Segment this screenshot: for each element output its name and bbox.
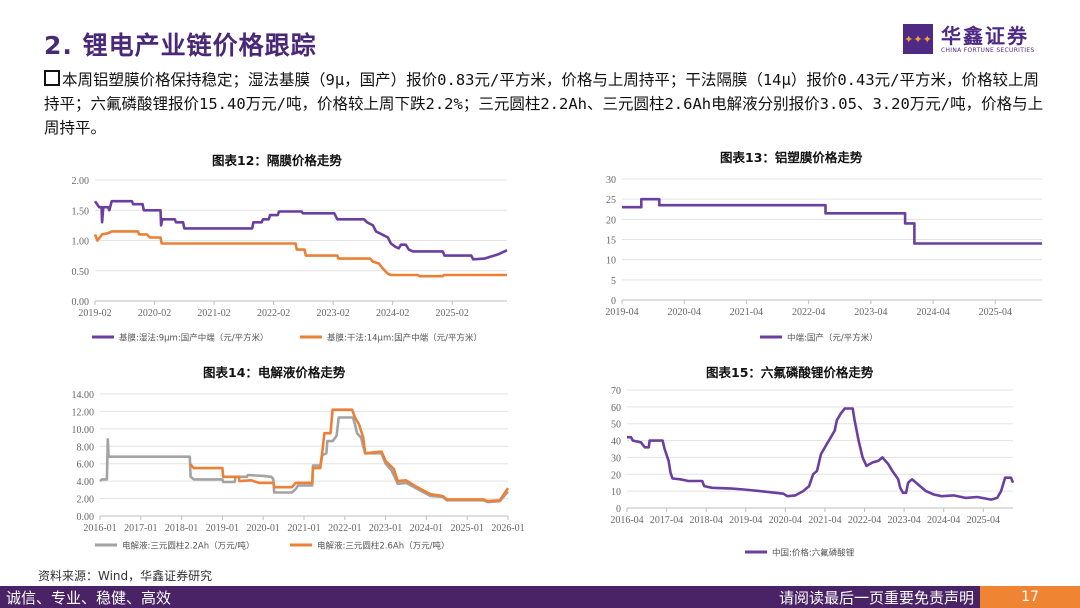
logo-name-cn: 华鑫证券 [941,23,1029,48]
y-tick-label: 2.00 [72,176,90,187]
x-tick-label: 2025-02 [436,308,469,319]
y-tick-label: 40 [611,437,621,448]
x-tick-label: 2022-04 [848,515,881,526]
x-tick-label: 2018-04 [690,515,723,526]
legend-label: 基膜:干法:14μm:国产中端（元/平方米） [327,333,482,344]
x-tick-label: 2023-04 [887,515,920,526]
y-tick-label: 4.00 [77,477,95,488]
footer-slogan: 诚信、专业、稳健、高效 [6,589,172,607]
y-tick-label: 12.00 [72,407,95,418]
x-tick-label: 2021-04 [730,307,763,318]
y-tick-label: 20 [611,470,621,481]
y-tick-label: 5 [611,276,616,287]
summary-text: 本周铝塑膜价格保持稳定；湿法基膜（9μ，国产）报价0.83元/平方米，价格与上周… [44,71,1044,137]
x-tick-label: 2023-01 [369,523,402,534]
y-tick-label: 30 [606,175,616,186]
y-tick-label: 6.00 [77,460,95,471]
page-title: 2. 锂电产业链价格跟踪 [44,31,317,60]
page-number: 17 [980,586,1080,608]
legend-label: 电解液:三元圆柱2.2Ah（万元/吨） [122,541,254,552]
company-logo: ✦✦✦ 华鑫证券 CHINA FORTUNE SECURITIES [903,24,1034,54]
x-tick-label: 2020-02 [138,308,171,319]
footer-bar: 诚信、专业、稳健、高效 请阅读最后一页重要免责声明 17 [0,586,1080,608]
y-tick-label: 2.00 [77,495,95,506]
chart-15-title: 图表15：六氟磷酸锂价格走势 [706,365,874,380]
x-tick-label: 2023-02 [316,308,349,319]
x-tick-label: 2019-02 [78,308,111,319]
y-tick-label: 60 [611,403,621,414]
legend-label: 电解液:三元圆柱2.6Ah（万元/吨） [317,541,449,552]
x-tick-label: 2024-04 [927,515,960,526]
y-tick-label: 8.00 [77,442,95,453]
x-tick-label: 2019-04 [729,515,762,526]
x-tick-label: 2021-04 [808,515,841,526]
x-tick-label: 2019-01 [206,523,239,534]
legend-label: 基膜:湿法:9μm:国产中端（元/平方米） [119,333,269,344]
bullet-square-icon [44,70,60,86]
source-note: 资料来源：Wind，华鑫证券研究 [38,569,213,583]
series-line-1 [622,197,1042,245]
chart-12-title: 图表12：隔膜价格走势 [212,153,342,168]
legend-label: 中端:国产（元/平方米） [787,333,878,344]
x-tick-label: 2016-01 [83,523,116,534]
x-tick-label: 2020-01 [247,523,280,534]
x-tick-label: 2017-01 [124,523,157,534]
x-tick-label: 2016-04 [610,515,643,526]
x-tick-label: 2024-04 [916,307,949,318]
x-tick-label: 2018-01 [165,523,198,534]
x-tick-label: 2025-01 [451,523,484,534]
y-tick-label: 0.50 [72,267,90,278]
x-tick-label: 2021-02 [197,308,230,319]
summary-paragraph: 本周铝塑膜价格保持稳定；湿法基膜（9μ，国产）报价0.83元/平方米，价格与上周… [44,68,1044,140]
y-tick-label: 0 [611,296,616,307]
series-line-1 [99,416,509,504]
y-tick-label: 25 [606,195,616,206]
x-tick-label: 2020-04 [769,515,802,526]
y-tick-label: 0.00 [72,297,90,308]
chart-13-title: 图表13：铝塑膜价格走势 [720,150,863,165]
y-tick-label: 10 [611,487,621,498]
series-line-1 [93,199,508,261]
series-line-2 [93,230,507,278]
y-tick-label: 10 [606,256,616,267]
y-tick-label: 10.00 [72,425,95,436]
y-tick-label: 1.50 [72,206,90,217]
x-tick-label: 2022-04 [792,307,825,318]
series-line-2 [188,408,510,503]
x-tick-label: 2024-02 [376,308,409,319]
x-tick-label: 2022-01 [328,523,361,534]
chart-14-title: 图表14：电解液价格走势 [203,365,346,380]
x-tick-label: 2023-04 [854,307,887,318]
x-tick-label: 2017-04 [650,515,683,526]
y-tick-label: 70 [611,386,621,397]
y-tick-label: 20 [606,215,616,226]
x-tick-label: 2021-01 [287,523,320,534]
y-tick-label: 14.00 [72,390,95,401]
y-tick-label: 0.00 [77,512,95,523]
logo-name-en: CHINA FORTUNE SECURITIES [941,46,1035,54]
legend-label: 中国:价格:六氟磷酸锂 [772,548,855,559]
x-tick-label: 2026-01 [491,523,524,534]
y-tick-label: 1.00 [72,237,90,248]
y-tick-label: 30 [611,453,621,464]
footer-disclaimer[interactable]: 请阅读最后一页重要免责声明 [778,589,974,607]
logo-emblem-icon: ✦✦✦ [903,24,933,54]
y-tick-label: 0 [616,504,621,515]
y-tick-label: 15 [606,236,616,247]
x-tick-label: 2019-04 [605,307,638,318]
x-tick-label: 2024-01 [410,523,443,534]
x-tick-label: 2025-04 [979,307,1012,318]
x-tick-label: 2022-02 [257,308,290,319]
x-tick-label: 2025-04 [967,515,1000,526]
y-tick-label: 50 [611,420,621,431]
series-line-1 [627,407,1015,501]
x-tick-label: 2020-04 [668,307,701,318]
